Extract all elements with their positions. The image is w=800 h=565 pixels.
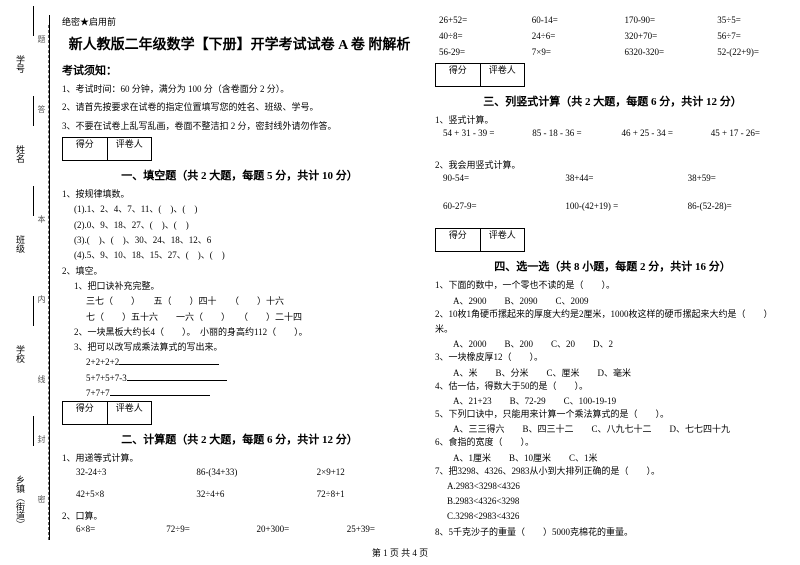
choice-q8: 8、5千克沙子的重量（ ）5000克棉花的重量。 <box>435 525 790 540</box>
choice-q7-opt: C.3298<2983<4326 <box>435 509 790 524</box>
score-box: 得分 评卷人 <box>62 137 152 161</box>
choice-q4: 4、估一估，得数大于50的是（ ）。 <box>435 379 790 394</box>
calc1-row: 42+5×832÷4+672÷8+1 <box>62 489 417 499</box>
seal-hint: 内 <box>36 295 47 313</box>
score-box: 得分 评卷人 <box>435 63 525 87</box>
section-3-title: 三、列竖式计算（共 2 大题，每题 6 分，共计 12 分） <box>435 93 790 109</box>
choice-q4-options: A、21+23B、72-29C、100-19-19 <box>435 394 790 407</box>
margin-field <box>33 296 34 326</box>
exam-title: 新人教版二年级数学【下册】开学考试试卷 A 卷 附解析 <box>62 34 417 54</box>
notice-title: 考试须知： <box>62 62 417 78</box>
calc2-title: 2、口算。 <box>62 509 417 524</box>
reviewer-cell: 评卷人 <box>108 402 152 424</box>
reviewer-cell: 评卷人 <box>481 229 525 251</box>
left-column: 绝密★启用前 新人教版二年级数学【下册】开学考试试卷 A 卷 附解析 考试须知：… <box>62 15 417 540</box>
vert2-row: 90-54=38+44=38+59= <box>435 173 790 183</box>
seal-hint: 封 <box>36 435 47 453</box>
section-2-header: 得分 评卷人 <box>62 401 417 427</box>
notice-line: 2、请首先按要求在试卷的指定位置填写您的姓名、班级、学号。 <box>62 100 417 114</box>
q2-sub3: 3、把可以改写成乘法算式的写出来。 <box>62 340 417 355</box>
vert2-title: 2、我会用竖式计算。 <box>435 158 790 173</box>
score-box: 得分 评卷人 <box>435 228 525 252</box>
seal-hint: 题 <box>36 35 47 53</box>
vert1-row: 54 + 31 - 39 =85 - 18 - 36 =46 + 25 - 34… <box>435 128 790 138</box>
choice-q1: 1、下面的数中，一个零也不读的是（ ）。 <box>435 278 790 293</box>
q2-sub2: 2、一块黑板大约长4（ ）。 小丽的身高约112（ ）。 <box>62 325 417 340</box>
score-cell: 得分 <box>436 64 481 86</box>
margin-label-id: 学号 <box>14 55 27 73</box>
reviewer-cell: 评卷人 <box>108 138 152 160</box>
choice-q7: 7、把3298、4326、2983从小到大排列正确的是（ ）。 <box>435 464 790 479</box>
q1-title: 1、按规律填数。 <box>62 187 417 202</box>
q1-line: (2).0、9、18、27、( )、( ) <box>62 218 417 233</box>
seal-hint: 答 <box>36 105 47 123</box>
seal-hint: 密 <box>36 495 47 513</box>
page-container: 学号 姓名 班级 学校 乡镇（街道） 题 答 本 内 线 封 密 绝密★启用前 … <box>0 0 800 540</box>
margin-field <box>33 186 34 216</box>
q2-expr: 7+7+7 <box>62 386 417 401</box>
score-cell: 得分 <box>436 229 481 251</box>
choice-q2-options: A、2000B、200C、20D、2 <box>435 337 790 350</box>
q1-line: (1).1、2、4、7、11、( )、( ) <box>62 202 417 217</box>
calc2-row: 40÷8=24÷6=320+70=56÷7= <box>435 31 790 41</box>
vert1-title: 1、竖式计算。 <box>435 113 790 128</box>
vert2-row: 60-27-9=100-(42+19) =86-(52-28)= <box>435 201 790 211</box>
score-box: 得分 评卷人 <box>62 401 152 425</box>
calc2-row: 6×8=72÷9=20+300=25+39= <box>62 524 417 534</box>
notice-line: 1、考试时间：60 分钟，满分为 100 分（含卷面分 2 分）。 <box>62 82 417 96</box>
margin-label-school: 学校 <box>14 345 27 363</box>
secret-label: 绝密★启用前 <box>62 15 417 28</box>
q1-line: (4).5、9、10、18、15、27、( )、( ) <box>62 248 417 263</box>
section-2-title: 二、计算题（共 2 大题，每题 6 分，共计 12 分） <box>62 431 417 447</box>
q2-line: 三七（ ） 五（ ）四十 （ ）十六 <box>62 294 417 309</box>
margin-field <box>33 416 34 446</box>
margin-field <box>33 96 34 126</box>
seal-line <box>48 25 49 540</box>
choice-q3: 3、一块橡皮厚12（ ）。 <box>435 350 790 365</box>
q2-sub1: 1、把口诀补充完整。 <box>62 279 417 294</box>
margin-label-name: 姓名 <box>14 145 27 163</box>
calc1-row: 32-24÷386-(34+33)2×9+12 <box>62 467 417 477</box>
calc2-row: 56-29=7×9=6320-320=52-(22+9)= <box>435 47 790 57</box>
calc2-row: 26+52=60-14=170-90=35÷5= <box>435 15 790 25</box>
choice-q6-options: A、1厘米B、10厘米C、1米 <box>435 451 790 464</box>
q2-expr: 2+2+2+2 <box>62 355 417 370</box>
choice-q1-options: A、2900B、2090C、2009 <box>435 294 790 307</box>
margin-label-town: 乡镇（街道） <box>14 475 27 529</box>
reviewer-cell: 评卷人 <box>481 64 525 86</box>
choice-q6: 6、食指的宽度（ ）。 <box>435 435 790 450</box>
right-column: 26+52=60-14=170-90=35÷5= 40÷8=24÷6=320+7… <box>435 15 790 540</box>
binding-margin: 学号 姓名 班级 学校 乡镇（街道） 题 答 本 内 线 封 密 <box>10 15 50 540</box>
score-cell: 得分 <box>63 402 108 424</box>
q2-expr: 5+7+5+7-3 <box>62 371 417 386</box>
score-cell: 得分 <box>63 138 108 160</box>
notice-line: 3、不要在试卷上乱写乱画，卷面不整洁扣 2 分，密封线外请勿作答。 <box>62 119 417 133</box>
choice-q3-options: A、米B、分米C、厘米D、毫米 <box>435 366 790 379</box>
section-4-title: 四、选一选（共 8 小题，每题 2 分，共计 16 分） <box>435 258 790 274</box>
q1-line: (3).( )、( )、30、24、18、12、6 <box>62 233 417 248</box>
choice-q5: 5、下列口诀中，只能用来计算一个乘法算式的是（ ）。 <box>435 407 790 422</box>
margin-label-class: 班级 <box>14 235 27 253</box>
choice-q7-opt: B.2983<4326<3298 <box>435 494 790 509</box>
calc1-title: 1、用递等式计算。 <box>62 451 417 466</box>
choice-q7-opt: A.2983<3298<4326 <box>435 479 790 494</box>
q2-line: 七（ ）五十六 一六（ ） （ ）二十四 <box>62 310 417 325</box>
seal-hint: 本 <box>36 215 47 233</box>
page-footer: 第 1 页 共 4 页 <box>0 546 800 559</box>
section-1-header: 得分 评卷人 <box>62 137 417 163</box>
choice-q5-options: A、三三得六B、四三十二C、八九七十二D、七七四十九 <box>435 422 790 435</box>
section-1-title: 一、填空题（共 2 大题，每题 5 分，共计 10 分） <box>62 167 417 183</box>
choice-q2: 2、10枚1角硬币摞起来的厚度大约是2厘米，1000枚这样的硬币摞起来大约是（ … <box>435 307 790 338</box>
margin-field <box>33 6 34 36</box>
section-3-header: 得分 评卷人 <box>435 63 790 89</box>
section-4-header: 得分 评卷人 <box>435 228 790 254</box>
q2-title: 2、填空。 <box>62 264 417 279</box>
content-columns: 绝密★启用前 新人教版二年级数学【下册】开学考试试卷 A 卷 附解析 考试须知：… <box>50 15 790 540</box>
seal-hint: 线 <box>36 375 47 393</box>
